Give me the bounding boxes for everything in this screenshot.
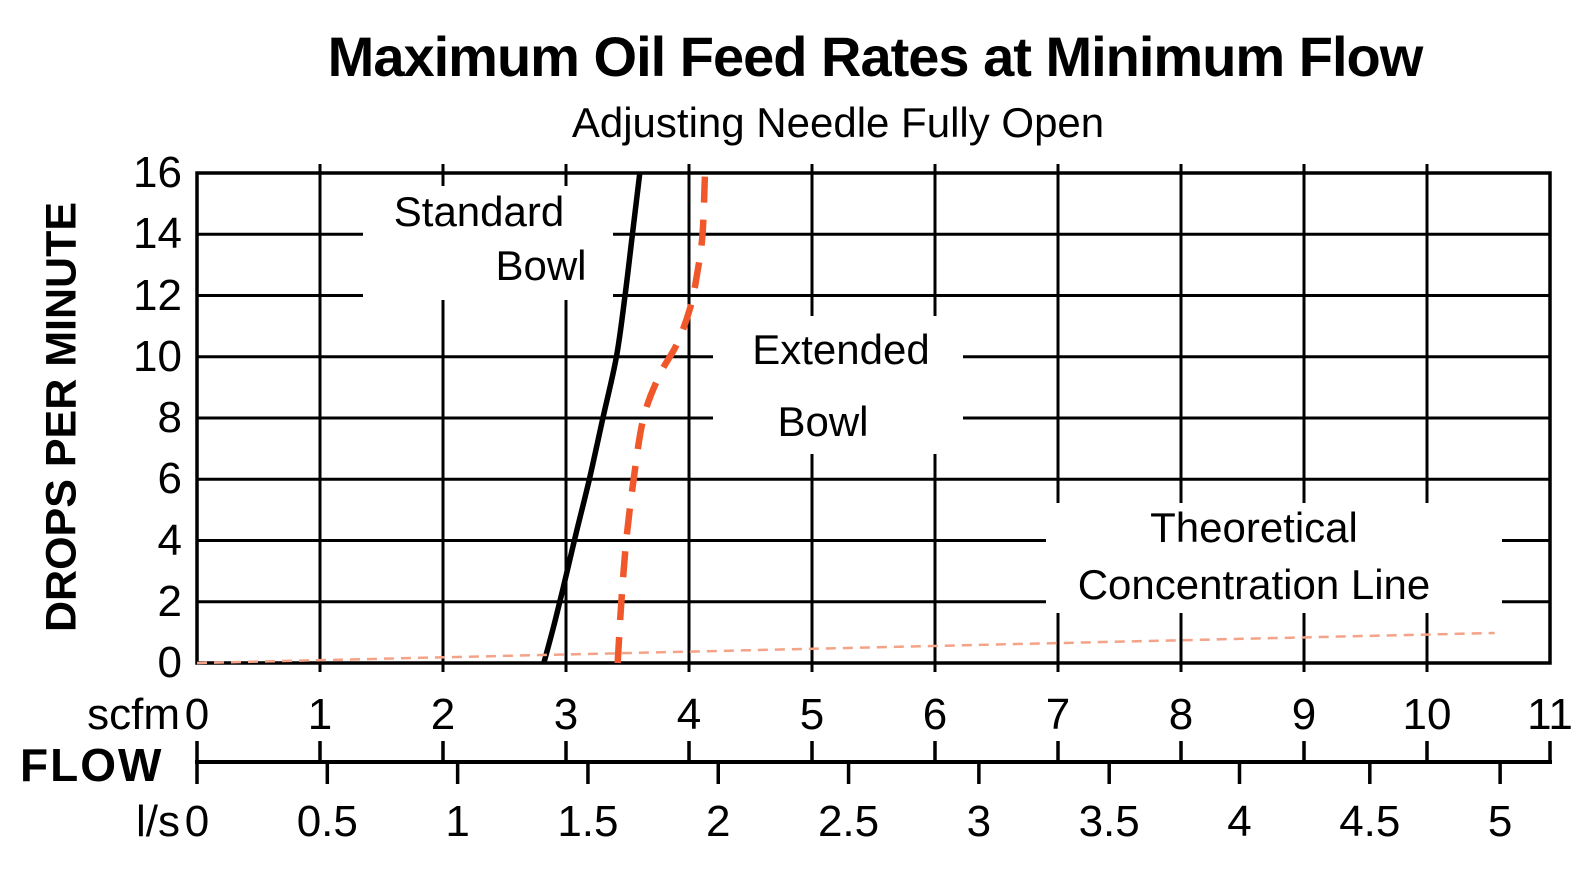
- y-tick-label: 12: [133, 270, 182, 320]
- y-tick-label: 8: [157, 393, 182, 442]
- series-label-text: Concentration Line: [1078, 561, 1431, 608]
- ls-tick-label: 0.5: [296, 797, 358, 846]
- ls-tick-label: 3.5: [1078, 797, 1140, 846]
- scfm-tick-label: 11: [1527, 690, 1573, 739]
- scfm-tick-label: 0: [184, 690, 210, 739]
- ls-tick-label: 3: [966, 797, 992, 846]
- extended-bowl-curve: [614, 172, 709, 664]
- y-tick-label: 4: [157, 515, 182, 565]
- scfm-tick-label: 3: [553, 690, 579, 739]
- series-label-text: Standard: [394, 188, 564, 235]
- y-tick-label: 6: [157, 454, 182, 504]
- ls-tick-label: 2.5: [817, 797, 880, 846]
- scfm-tick-label: 5: [799, 690, 825, 739]
- y-tick-label: 0: [157, 638, 182, 687]
- scfm-tick-label: 8: [1168, 690, 1194, 739]
- series-label-mask: [713, 316, 963, 454]
- y-tick-label: 16: [133, 148, 182, 197]
- y-tick-label: 2: [157, 576, 182, 626]
- scfm-unit-label: scfm: [87, 690, 180, 739]
- plot-border: [195, 171, 1552, 665]
- standard-bowl-curve: [541, 172, 643, 664]
- ls-tick-label: 0: [184, 797, 210, 846]
- scfm-tick-label: 7: [1045, 690, 1071, 739]
- scfm-tick-label: 4: [676, 690, 702, 739]
- series-label-text: Theoretical: [1150, 504, 1358, 551]
- ls-tick-label: 2: [705, 797, 731, 846]
- series-label-mask: [1046, 503, 1502, 613]
- flow-axis-label: FLOW: [20, 739, 164, 791]
- ls-tick-label: 5: [1487, 797, 1513, 846]
- y-tick-label: 14: [133, 209, 182, 259]
- series-label-mask: [363, 186, 613, 300]
- series-label-text: Bowl: [495, 242, 586, 289]
- chart-title: Maximum Oil Feed Rates at Minimum Flow: [327, 25, 1424, 88]
- scfm-tick-label: 9: [1291, 690, 1317, 739]
- scfm-tick-label: 1: [307, 690, 333, 739]
- chart-subtitle: Adjusting Needle Fully Open: [571, 99, 1105, 146]
- scfm-tick-label: 6: [922, 690, 948, 739]
- series-label-text: Bowl: [777, 398, 868, 445]
- scfm-tick-label: 10: [1402, 690, 1452, 739]
- ls-tick-label: 4.5: [1339, 797, 1401, 846]
- ls-tick-label: 4: [1227, 797, 1252, 846]
- series-label-text: Extended: [752, 326, 929, 373]
- ls-tick-label: 1: [445, 797, 470, 846]
- y-tick-label: 10: [133, 331, 182, 381]
- scfm-tick-label: 2: [430, 690, 456, 739]
- ls-tick-label: 1.5: [557, 797, 619, 846]
- ls-unit-label: l/s: [136, 797, 180, 846]
- theoretical-concentration-line: [196, 631, 1495, 665]
